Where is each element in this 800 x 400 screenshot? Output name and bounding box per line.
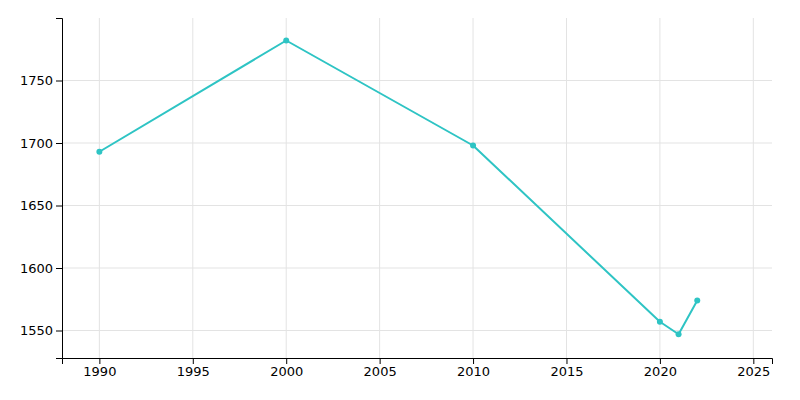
x-tick-label: 1995 [177, 364, 210, 379]
x-tick-label: 2010 [457, 364, 490, 379]
x-tick-label: 2005 [364, 364, 397, 379]
grid-line-x [192, 18, 193, 358]
x-tick: 2005 [364, 358, 397, 379]
y-tick-label: 1700 [20, 136, 53, 151]
x-tick: 2025 [737, 358, 770, 379]
y-tick-label: 1650 [20, 198, 53, 213]
x-axis-line [63, 359, 773, 365]
y-tick-label: 1600 [20, 261, 53, 276]
y-tick: 1750 [20, 73, 62, 88]
y-tick: 1600 [20, 261, 62, 276]
data-layer [96, 38, 700, 338]
grid-line-x [473, 18, 474, 358]
point [96, 149, 102, 155]
x-tick-mark [660, 358, 661, 364]
y-tick-mark [56, 331, 62, 332]
point [657, 319, 663, 325]
grid [62, 18, 772, 358]
grid-line-y [62, 143, 772, 144]
grid-line-y [62, 80, 772, 81]
x-tick: 2010 [457, 358, 490, 379]
x-tick-label: 1990 [83, 364, 116, 379]
grid-line-y [62, 330, 772, 331]
grid-line-x [753, 18, 754, 358]
y-tick-label: 1750 [20, 73, 53, 88]
y-tick: 1550 [20, 323, 62, 338]
x-tick-mark [473, 358, 474, 364]
grid-line-y [62, 205, 772, 206]
y-tick-label: 1550 [20, 323, 53, 338]
x-tick: 2000 [270, 358, 303, 379]
x-tick-mark [286, 358, 287, 364]
x-tick-mark [380, 358, 381, 364]
x-tick: 1995 [177, 358, 210, 379]
y-tick-mark [56, 81, 62, 82]
y-tick-mark [56, 268, 62, 269]
y-tick-mark [56, 206, 62, 207]
point [283, 38, 289, 44]
y-tick: 1650 [20, 198, 62, 213]
x-tick-label: 2025 [737, 364, 770, 379]
y-tick: 1700 [20, 136, 62, 151]
plot-area: 1990 1995 2000 2005 2010 2015 2020 2025 1550 1600… [20, 18, 773, 379]
grid-line-y [62, 268, 772, 269]
grid-line-x [659, 18, 660, 358]
y-axis: 1550 1600 1650 1700 1750 [20, 19, 63, 359]
grid-line-x [379, 18, 380, 358]
x-tick-mark [99, 358, 100, 364]
y-axis-line [56, 19, 63, 359]
x-tick: 1990 [83, 358, 116, 379]
x-tick-label: 2015 [550, 364, 583, 379]
grid-line-x [286, 18, 287, 358]
x-tick: 2020 [644, 358, 677, 379]
x-axis: 1990 1995 2000 2005 2010 2015 2020 2025 [63, 358, 773, 379]
grid-line-x [99, 18, 100, 358]
x-tick: 2015 [550, 358, 583, 379]
line [99, 41, 697, 335]
x-tick-label: 2000 [270, 364, 303, 379]
point [470, 143, 476, 149]
x-tick-label: 2020 [644, 364, 677, 379]
chart-container: 1990 1995 2000 2005 2010 2015 2020 2025 1550 1600… [0, 0, 800, 400]
y-tick-mark [56, 143, 62, 144]
x-tick-mark [193, 358, 194, 364]
point [676, 331, 682, 337]
grid-line-x [566, 18, 567, 358]
x-tick-mark [753, 358, 754, 364]
point [694, 298, 700, 304]
x-tick-mark [566, 358, 567, 364]
chart-svg: 1990 1995 2000 2005 2010 2015 2020 2025 1550 1600… [0, 0, 800, 400]
